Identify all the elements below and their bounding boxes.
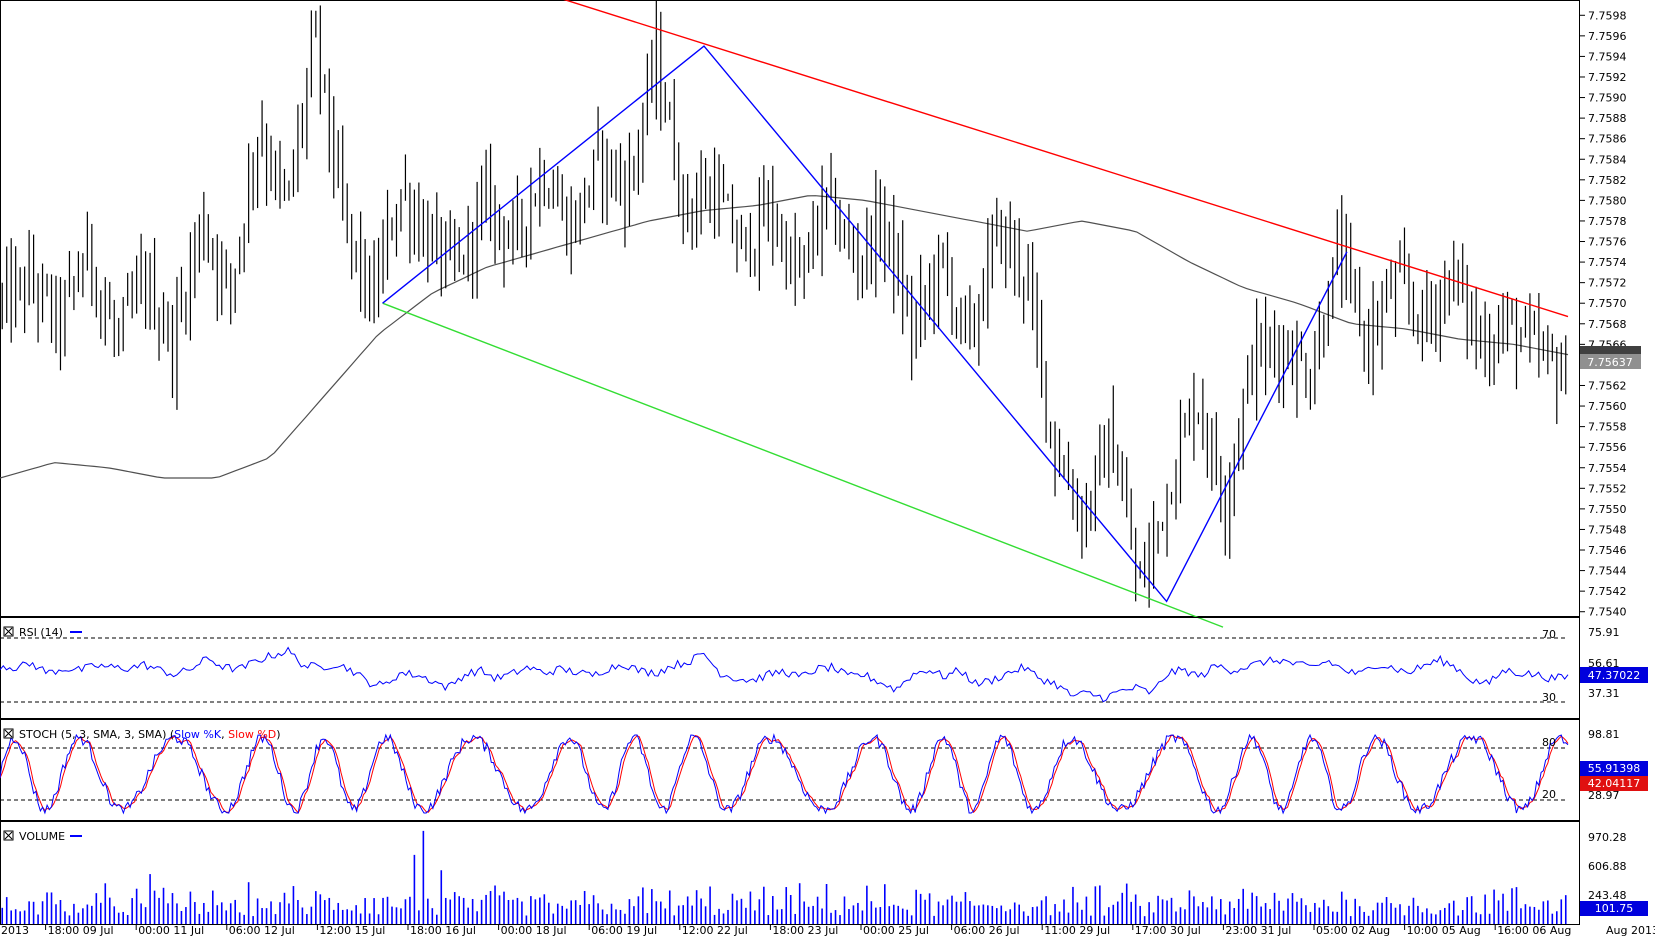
time-axis-label: 16:00 06 Aug [1497,924,1571,937]
current-price-label: 7.75637 [1587,356,1633,369]
time-axis-label: 00:00 25 Jul [863,924,929,937]
volume-panel[interactable]: VOLUME [0,821,1580,925]
time-axis-label: 06:00 26 Jul [954,924,1020,937]
volume-tick-1: 606.88 [1588,860,1627,873]
price-tick-label: 7.7552 [1588,482,1627,495]
time-axis-label: 23:00 31 Jul [1225,924,1291,937]
upper-channel-line [563,0,1569,318]
price-tick-label: 7.7550 [1588,503,1627,516]
stoch-lines [0,733,1569,815]
time-axis-label: 05:00 02 Aug [1316,924,1390,937]
moving-average [0,195,1569,479]
price-tick-label: 7.7596 [1588,30,1627,43]
rsi-line [0,646,1569,703]
rsi-tick-1: 56.61 [1588,657,1620,670]
time-axis-label: 12:00 22 Jul [682,924,748,937]
price-tick-label: 7.7584 [1588,153,1627,166]
volume-current-value: 101.75 [1595,902,1634,915]
rsi-label: RSI (14) [19,626,63,639]
moving-average-line [0,195,1569,479]
price-tick-label: 7.7570 [1588,297,1627,310]
price-tick-label: 7.7598 [1588,9,1627,22]
price-tick-label: 7.7554 [1588,462,1627,475]
stoch-header: STOCH (5, 3, SMA, 3, SMA) (Slow %K, Slow… [3,728,281,741]
price-tick-label: 7.7580 [1588,194,1627,207]
rsi-tick-0: 75.91 [1588,626,1620,639]
price-tick-label: 7.7548 [1588,523,1627,536]
price-tick-label: 7.7592 [1588,71,1627,84]
time-axis-label: 17:00 30 Jul [1135,924,1201,937]
time-axis-label: 06:00 19 Jul [591,924,657,937]
time-axis-label: 18:00 16 Jul [410,924,476,937]
price-tick-label: 7.7578 [1588,215,1627,228]
time-axis-label: 12:00 15 Jul [319,924,385,937]
time-axis-right-label: Aug 2013 [1606,924,1655,937]
price-tick-label: 7.7540 [1588,606,1627,619]
price-tick-label: 7.7594 [1588,50,1627,63]
price-tick-label: 7.7568 [1588,318,1627,331]
price-tick-label: 7.7560 [1588,400,1627,413]
rsi-current-value: 47.37022 [1588,669,1641,682]
time-axis-label: 18:00 09 Jul [48,924,114,937]
time-axis-label: 18:00 23 Jul [772,924,838,937]
price-tick-label: 7.7544 [1588,565,1627,578]
trendlines [382,0,1569,628]
rsi-level-low: 30 [1542,691,1556,704]
rsi-tick-2: 37.31 [1588,687,1620,700]
stoch-d-legend: Slow %D [228,728,276,741]
stoch-panel[interactable]: STOCH (5, 3, SMA, 3, SMA) (Slow %K, Slow… [0,719,1580,821]
volume-header: VOLUME [3,830,82,843]
rsi-axis: 75.91 56.61 37.31 47.37022 [1580,626,1648,700]
stoch-k-series [0,733,1569,815]
zigzag-line [382,45,1348,603]
stoch-level-high: 80 [1542,736,1556,749]
volume-label: VOLUME [19,830,65,843]
volume-tick-2: 243.48 [1588,889,1627,902]
time-axis-label: 11:00 29 Jul [1044,924,1110,937]
price-tick-label: 7.7558 [1588,421,1627,434]
rsi-header: RSI (14) [3,626,82,639]
stoch-k-value: 55.91398 [1588,762,1641,775]
rsi-series [0,646,1569,703]
price-tick-label: 7.7586 [1588,133,1627,146]
rsi-level-high: 70 [1542,628,1556,641]
current-price-badge: 7.75637 [1580,346,1641,369]
price-tick-label: 7.7542 [1588,585,1627,598]
svg-text:STOCH (5, 3, SMA, 3, SMA) (Slo: STOCH (5, 3, SMA, 3, SMA) (Slow %K, Slow… [19,728,281,741]
lower-channel-line [382,302,1224,628]
price-tick-label: 7.7572 [1588,277,1627,290]
stoch-tick-1: 28.97 [1588,789,1620,802]
price-tick-label: 7.7546 [1588,544,1627,557]
stoch-axis: 98.81 28.97 55.91398 42.04117 [1580,728,1648,802]
price-tick-label: 7.7556 [1588,441,1627,454]
stoch-k-legend: Slow %K [174,728,222,741]
volume-tick-0: 970.28 [1588,831,1627,844]
time-axis-label: 2013 [1,924,29,937]
stoch-tick-0: 98.81 [1588,728,1620,741]
stoch-level-low: 20 [1542,788,1556,801]
price-tick-label: 7.7582 [1588,174,1627,187]
rsi-panel[interactable]: RSI (14) 70 30 [0,617,1580,719]
price-panel[interactable] [0,0,1580,628]
stoch-label: STOCH (5, 3, SMA, 3, SMA) [19,728,166,741]
price-tick-label: 7.7588 [1588,112,1627,125]
price-tick-label: 7.7590 [1588,92,1627,105]
price-tick-label: 7.7576 [1588,236,1627,249]
time-axis-label: 10:00 05 Aug [1407,924,1481,937]
time-axis-label: 00:00 18 Jul [501,924,567,937]
time-axis-label: 06:00 12 Jul [229,924,295,937]
price-tick-label: 7.7574 [1588,256,1627,269]
price-tick-label: 7.7562 [1588,379,1627,392]
time-axis: 2013 18:00 09 Jul 00:00 11 Jul 06:00 12 Jul… [1,924,1571,937]
volume-bars [1,830,1567,924]
stoch-d-value: 42.04117 [1588,777,1641,790]
ohlc-bars [1,0,1567,608]
time-axis-label: 00:00 11 Jul [138,924,204,937]
volume-axis: 970.28 606.88 243.48 101.75 [1580,831,1648,916]
